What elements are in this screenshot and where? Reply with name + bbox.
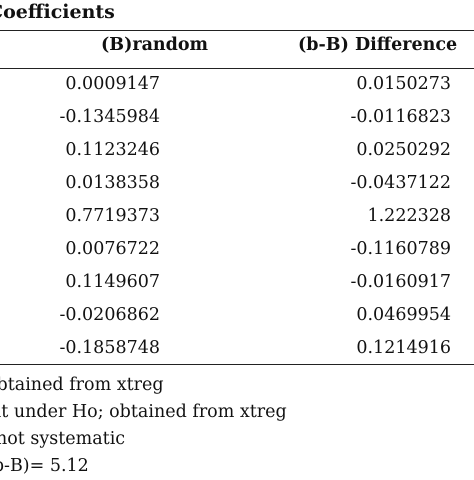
table-row: -0.0206862 0.0469954	[0, 301, 474, 334]
cell-b-random: 0.1123246	[65, 140, 160, 160]
cell-b-random: 0.0138358	[65, 173, 160, 193]
column-header-b-random: (B)random	[101, 35, 209, 55]
top-rule	[0, 30, 474, 31]
header-rule	[0, 68, 474, 69]
table-row: 0.7719373 1.222328	[0, 202, 474, 235]
table-row: 0.1123246 0.0250292	[0, 136, 474, 169]
table-body: 0.0009147 0.0150273 -0.1345984 -0.011682…	[0, 70, 474, 367]
table-row: 0.1149607 -0.0160917	[0, 268, 474, 301]
table-row: 0.0009147 0.0150273	[0, 70, 474, 103]
cell-difference: -0.0116823	[350, 107, 451, 127]
cell-difference: 0.0150273	[356, 74, 451, 94]
table-row: 0.0076722 -0.1160789	[0, 235, 474, 268]
table-title: Coefficients	[0, 1, 115, 23]
note-line: (b-B)= 5.12	[0, 456, 89, 476]
cell-b-random: -0.1858748	[59, 338, 160, 358]
bottom-rule	[0, 364, 474, 365]
cell-difference: -0.0437122	[350, 173, 451, 193]
table-row: 0.0138358 -0.0437122	[0, 169, 474, 202]
cell-difference: -0.1160789	[350, 239, 451, 259]
cell-difference: 0.1214916	[356, 338, 451, 358]
table-row: -0.1858748 0.1214916	[0, 334, 474, 367]
cell-difference: 0.0469954	[356, 305, 451, 325]
table-notes: obtained from xtreg nt under Ho; obtaine…	[0, 372, 287, 480]
note-line: not systematic	[0, 429, 126, 449]
cell-b-random: -0.0206862	[59, 305, 160, 325]
cell-b-random: 0.0076722	[65, 239, 160, 259]
table-row: -0.1345984 -0.0116823	[0, 103, 474, 136]
cell-difference: 1.222328	[367, 206, 451, 226]
cell-difference: -0.0160917	[350, 272, 451, 292]
column-header-difference: (b-B) Difference	[298, 35, 458, 55]
note-line: nt under Ho; obtained from xtreg	[0, 402, 287, 422]
cell-b-random: -0.1345984	[59, 107, 160, 127]
cell-difference: 0.0250292	[356, 140, 451, 160]
cell-b-random: 0.7719373	[65, 206, 160, 226]
note-line: obtained from xtreg	[0, 375, 164, 395]
cell-b-random: 0.1149607	[65, 272, 160, 292]
cell-b-random: 0.0009147	[65, 74, 160, 94]
